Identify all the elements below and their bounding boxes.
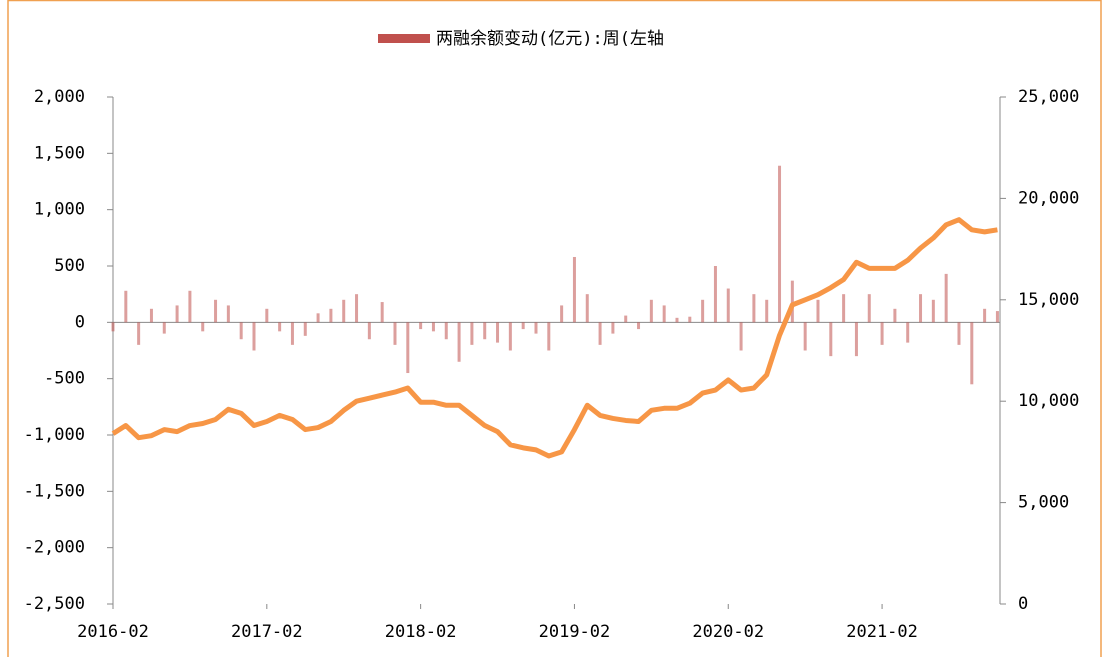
- bar: [803, 322, 807, 351]
- line: [111, 217, 998, 459]
- bar: [906, 322, 910, 343]
- bar: [406, 322, 410, 374]
- bar: [521, 322, 525, 330]
- bar: [175, 305, 179, 323]
- bar: [265, 308, 269, 323]
- y-tick-label: 500: [54, 256, 85, 276]
- bar: [649, 299, 653, 323]
- bar: [290, 322, 294, 345]
- bar: [765, 299, 769, 323]
- bar: [201, 322, 205, 332]
- bar: [842, 294, 846, 323]
- bar: [470, 322, 474, 345]
- x-tick-label: 2020-02: [692, 622, 764, 642]
- bar: [547, 322, 551, 351]
- bar: [111, 322, 115, 332]
- bar: [611, 322, 615, 334]
- x-tick-label: 2016-02: [77, 622, 149, 642]
- bar: [431, 322, 435, 332]
- bar: [149, 308, 153, 323]
- y2-tick-label: 5,000: [1018, 493, 1069, 513]
- bar: [957, 322, 961, 345]
- bar: [598, 322, 602, 345]
- bar: [637, 322, 641, 330]
- bar: [739, 322, 743, 351]
- bar: [162, 322, 166, 334]
- legend-label: 两融余额变动(亿元):周(左轴: [436, 29, 664, 49]
- y2-tick-label: 15,000: [1018, 290, 1079, 310]
- y-tick-label: -1,500: [24, 481, 85, 501]
- bar: [931, 299, 935, 323]
- bar: [829, 322, 833, 357]
- bar: [919, 294, 923, 323]
- y2-tick-label: 0: [1018, 594, 1028, 614]
- frame: [7, 0, 1102, 661]
- x-tick-label: 2018-02: [385, 622, 457, 642]
- bar: [675, 317, 679, 323]
- bar: [893, 308, 897, 323]
- bar: [252, 322, 256, 351]
- bar: [778, 165, 782, 323]
- bar: [560, 305, 564, 323]
- bar: [688, 316, 692, 323]
- bar: [995, 311, 999, 323]
- x-tick-label: 2019-02: [539, 622, 611, 642]
- bar: [867, 294, 871, 323]
- bar: [662, 305, 666, 323]
- bar: [367, 322, 371, 340]
- y-tick-label: -1,000: [24, 425, 85, 445]
- y-tick-label: -2,500: [24, 594, 85, 614]
- y-tick-label: 1,500: [34, 143, 85, 163]
- bar: [380, 302, 384, 323]
- y-tick-label: -500: [44, 369, 85, 389]
- bar: [188, 290, 192, 323]
- bar: [816, 299, 820, 323]
- y-tick-label: 0: [75, 312, 85, 332]
- bar: [701, 299, 705, 323]
- bar: [483, 322, 487, 340]
- bar: [137, 322, 141, 345]
- bar: [508, 322, 512, 351]
- bar: [726, 288, 730, 323]
- bar: [970, 322, 974, 385]
- bar: [239, 322, 243, 340]
- bar: [124, 290, 128, 323]
- bar: [214, 299, 218, 323]
- x-tick-label: 2017-02: [231, 622, 303, 642]
- y-tick-label: 1,000: [34, 200, 85, 220]
- bar: [316, 313, 320, 323]
- bar: [393, 322, 397, 345]
- y2-tick-label: 10,000: [1018, 391, 1079, 411]
- legend-swatch: [378, 34, 430, 43]
- bar: [624, 315, 628, 323]
- bar: [752, 294, 756, 323]
- bar: [496, 322, 500, 343]
- bar: [944, 273, 948, 323]
- bar: [880, 322, 884, 345]
- bar: [444, 322, 448, 340]
- bar: [713, 266, 717, 323]
- bar: [572, 256, 576, 323]
- y2-tick-label: 25,000: [1018, 87, 1079, 107]
- y-tick-label: -2,000: [24, 538, 85, 558]
- bar: [278, 322, 282, 332]
- bar: [342, 299, 346, 323]
- bar: [303, 322, 307, 336]
- bar: [983, 308, 987, 323]
- x-tick-label: 2021-02: [846, 622, 918, 642]
- bar: [585, 294, 589, 323]
- bar: [854, 322, 858, 357]
- bar: [790, 280, 794, 323]
- bar: [329, 308, 333, 323]
- bar: [419, 322, 423, 330]
- y2-tick-label: 20,000: [1018, 188, 1079, 208]
- bar: [457, 322, 461, 362]
- y-tick-label: 2,000: [34, 87, 85, 107]
- bar: [226, 305, 230, 323]
- bar: [534, 322, 538, 334]
- bar: [355, 294, 359, 323]
